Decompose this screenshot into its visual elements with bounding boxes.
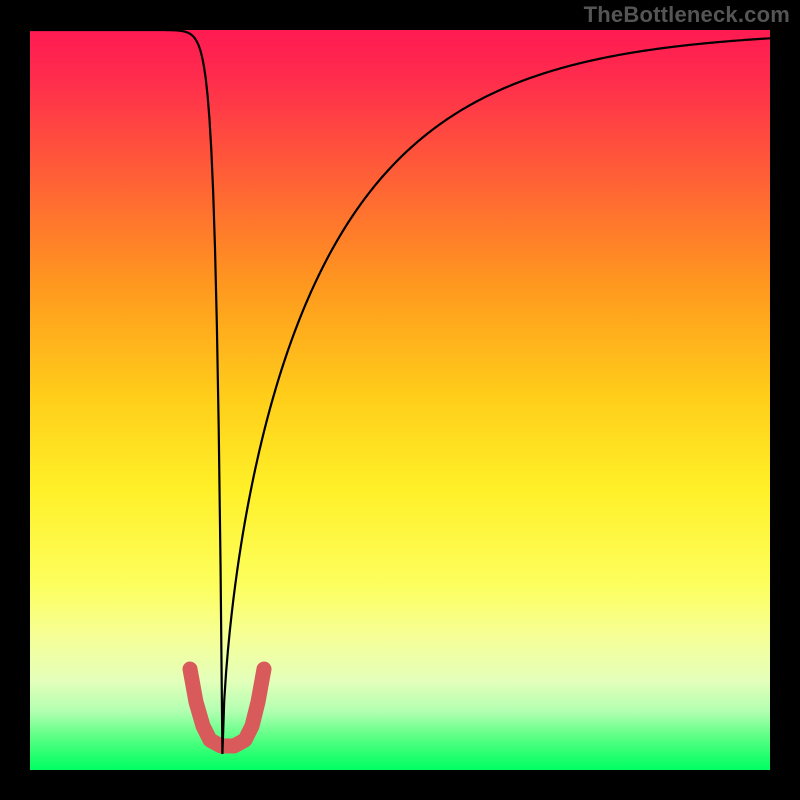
watermark-text: TheBottleneck.com bbox=[584, 2, 790, 28]
chart-plot-area bbox=[30, 30, 770, 770]
chart-container: TheBottleneck.com bbox=[0, 0, 800, 800]
bottleneck-chart-svg bbox=[0, 0, 800, 800]
